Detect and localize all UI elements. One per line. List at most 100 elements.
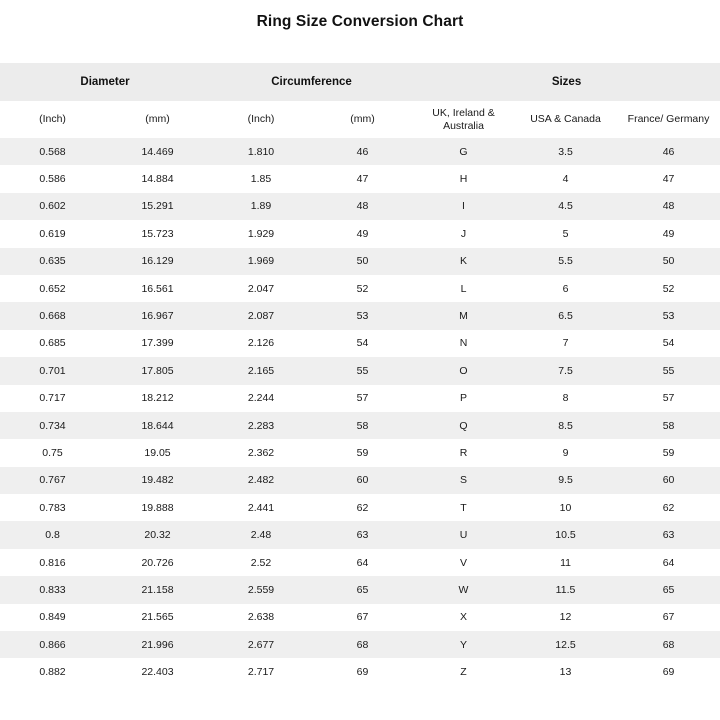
table-cell: 6.5 xyxy=(558,310,573,323)
table-cell: 21.158 xyxy=(141,583,174,596)
table-cell: 57 xyxy=(662,392,675,405)
table-cell: 55 xyxy=(356,364,369,377)
table-cell: 12 xyxy=(559,611,572,624)
table-cell: 6 xyxy=(562,282,569,295)
table-cell: 2.638 xyxy=(247,611,275,624)
table-cell: 1.89 xyxy=(250,200,272,213)
table-cell: 46 xyxy=(662,145,675,158)
table-cell: Q xyxy=(459,419,468,432)
table-cell: 0.668 xyxy=(39,310,66,323)
table-cell: 0.701 xyxy=(39,364,66,377)
table-cell: 58 xyxy=(356,419,369,432)
table-cell: 16.129 xyxy=(141,255,174,268)
table-row: 0.586 14.884 1.85 47 H 4 47 xyxy=(0,165,720,193)
table-cell: 4 xyxy=(562,173,569,186)
table-cell: 48 xyxy=(662,200,675,213)
table-cell: 60 xyxy=(356,474,369,487)
table-row: 0.635 16.129 1.969 50 K 5.5 50 xyxy=(0,247,720,275)
table-cell: 59 xyxy=(356,446,369,459)
table-cell: 2.48 xyxy=(250,529,272,542)
table-cell: 12.5 xyxy=(555,638,576,651)
table-cell: 0.767 xyxy=(39,474,66,487)
table-cell: I xyxy=(462,200,465,213)
table-row: 0.568 14.469 1.810 46 G 3.5 46 xyxy=(0,138,720,166)
table-cell: 53 xyxy=(662,310,675,323)
table-cell: 63 xyxy=(356,529,369,542)
table-cell: 17.805 xyxy=(141,364,174,377)
table-row: 0.866 21.996 2.677 68 Y 12.5 68 xyxy=(0,631,720,659)
table-row: 0.816 20.726 2.52 64 V 11 64 xyxy=(0,548,720,577)
column-header-circumference-inch: (Inch) xyxy=(247,113,275,125)
table-cell: 16.967 xyxy=(141,310,174,323)
table-cell: P xyxy=(460,392,468,405)
table-cell: 0.602 xyxy=(39,200,66,213)
table-cell: 52 xyxy=(356,282,369,295)
table-cell: 50 xyxy=(662,255,675,268)
table-cell: 1.929 xyxy=(247,227,275,240)
table-cell: G xyxy=(459,145,468,158)
table-cell: 49 xyxy=(662,227,675,240)
table-cell: 0.734 xyxy=(39,419,66,432)
table-row: 0.652 16.561 2.047 52 L 6 52 xyxy=(0,274,720,303)
table-cell: 2.244 xyxy=(247,392,275,405)
table-cell: K xyxy=(460,255,468,268)
table-cell: 2.559 xyxy=(247,583,275,596)
table-cell: U xyxy=(459,529,468,542)
table-cell: 67 xyxy=(662,611,675,624)
table-cell: 21.565 xyxy=(141,611,174,624)
table-cell: X xyxy=(460,611,468,624)
table-cell: 19.888 xyxy=(141,501,174,514)
group-header-circumference: Circumference xyxy=(271,76,352,88)
table-cell: L xyxy=(460,282,467,295)
column-header-diameter-inch: (Inch) xyxy=(39,113,66,125)
table-cell: 47 xyxy=(356,173,369,186)
table-cell: 1.810 xyxy=(247,145,275,158)
table-cell: 69 xyxy=(356,666,369,679)
table-cell: 19.482 xyxy=(141,474,174,487)
table-cell: 14.884 xyxy=(141,173,174,186)
table-cell: 2.047 xyxy=(247,282,275,295)
table-cell: 15.291 xyxy=(141,200,174,213)
table-cell: 13 xyxy=(559,666,572,679)
table-cell: 3.5 xyxy=(558,145,573,158)
table-cell: 7 xyxy=(562,337,569,350)
table-row: 0.8 20.32 2.48 63 U 10.5 63 xyxy=(0,521,720,549)
table-cell: N xyxy=(459,337,468,350)
table-cell: 17.399 xyxy=(141,337,174,350)
table-cell: 4.5 xyxy=(558,200,573,213)
table-cell: 11 xyxy=(560,556,571,569)
table-cell: 20.726 xyxy=(141,556,174,569)
table-cell: 2.087 xyxy=(247,310,275,323)
table-cell: 22.403 xyxy=(141,666,174,679)
group-header-diameter: Diameter xyxy=(80,76,130,88)
table-cell: 57 xyxy=(356,392,369,405)
table-row: 0.833 21.158 2.559 65 W 11.5 65 xyxy=(0,576,720,604)
table-row: 0.602 15.291 1.89 48 I 4.5 48 xyxy=(0,192,720,221)
table-cell: 2.441 xyxy=(247,501,275,514)
table-cell: 62 xyxy=(662,501,675,514)
table-cell: 67 xyxy=(356,611,369,624)
table-row: 0.685 17.399 2.126 54 N 7 54 xyxy=(0,329,720,358)
table-cell: 8 xyxy=(562,392,569,405)
table-cell: 15.723 xyxy=(141,227,174,240)
column-header-uk-ireland-australia: UK, Ireland & Australia xyxy=(432,106,495,132)
table-head: Diameter Circumference Sizes (Inch) (mm)… xyxy=(0,63,720,138)
table-cell: 54 xyxy=(662,337,675,350)
table-cell: W xyxy=(458,583,469,596)
table-cell: 64 xyxy=(356,556,369,569)
ring-size-conversion-table: Diameter Circumference Sizes (Inch) (mm)… xyxy=(0,63,720,686)
table-cell: Z xyxy=(460,666,467,679)
table-cell: 68 xyxy=(662,638,675,651)
table-cell: 11.5 xyxy=(555,583,576,596)
table-row: 0.767 19.482 2.482 60 S 9.5 60 xyxy=(0,466,720,495)
table-cell: 0.8 xyxy=(45,529,60,542)
column-header-circumference-mm: (mm) xyxy=(350,113,375,125)
table-cell: 0.866 xyxy=(39,638,66,651)
table-cell: 2.126 xyxy=(247,337,275,350)
table-cell: 14.469 xyxy=(141,145,174,158)
table-cell: 0.652 xyxy=(39,282,66,295)
table-cell: 55 xyxy=(662,364,675,377)
table-cell: 20.32 xyxy=(144,529,171,542)
table-cell: 9 xyxy=(562,446,569,459)
